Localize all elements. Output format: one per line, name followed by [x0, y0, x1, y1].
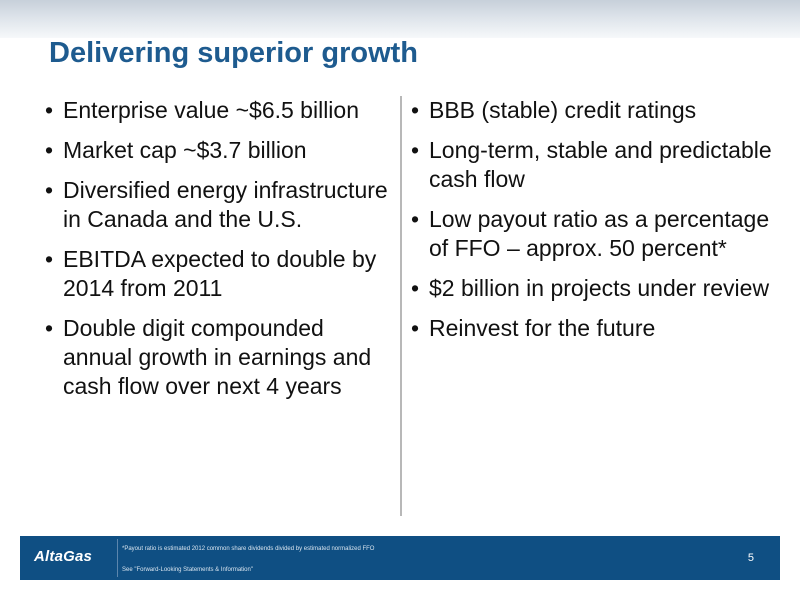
bullet-text: EBITDA expected to double by 2014 from 2… [63, 246, 377, 301]
bullet-item: • Diversified energy infrastructure in Ca… [45, 176, 393, 234]
bullet-text: Low payout ratio as a percentage of FFO … [429, 206, 770, 261]
bullet-item: • Long-term, stable and predictable cash … [411, 136, 781, 194]
bullet-item: • BBB (stable) credit ratings [411, 96, 781, 125]
page-number: 5 [747, 552, 754, 564]
payout-footnote: *Payout ratio is estimated 2012 common s… [122, 546, 375, 552]
bullet-item: • Low payout ratio as a percentage of FFO… [411, 205, 781, 263]
left-bullet-list: • Enterprise value ~$6.5 billion • Market … [45, 96, 393, 412]
right-bullet-list: • BBB (stable) credit ratings • Long-term,… [411, 96, 781, 354]
bullet-dot: • [411, 137, 420, 163]
bullet-item: • Enterprise value ~$6.5 billion [45, 96, 393, 125]
bullet-text: BBB (stable) credit ratings [429, 97, 697, 123]
bullet-text: Long-term, stable and predictable cash f… [429, 137, 772, 192]
footer-bar: AltaGas *Payout ratio is estimated 2012 … [20, 536, 780, 580]
altagas-logo: AltaGas [34, 548, 93, 565]
bullet-item: • $2 billion in projects under review [411, 274, 781, 303]
bullet-item: • Double digit compounded annual growth i… [45, 314, 393, 401]
bullet-dot: • [45, 177, 54, 203]
column-divider [400, 96, 402, 516]
bullet-text: Diversified energy infrastructure in Can… [63, 177, 388, 232]
bullet-text: Reinvest for the future [429, 315, 656, 341]
forward-looking-disclaimer: See "Forward-Looking Statements & Inform… [122, 567, 253, 573]
logo-separator [117, 539, 118, 577]
bullet-text: Double digit compounded annual growth in… [63, 315, 372, 399]
bullet-dot: • [45, 315, 54, 341]
bullet-dot: • [411, 206, 420, 232]
bullet-text: Enterprise value ~$6.5 billion [63, 97, 359, 123]
bullet-item: • Market cap ~$3.7 billion [45, 136, 393, 165]
bullet-text: Market cap ~$3.7 billion [63, 137, 307, 163]
bullet-dot: • [45, 137, 54, 163]
bullet-dot: • [411, 315, 420, 341]
bullet-text: $2 billion in projects under review [429, 275, 770, 301]
slide-title: Delivering superior growth [49, 37, 418, 69]
bullet-dot: • [45, 246, 54, 272]
bullet-dot: • [411, 97, 420, 123]
bullet-item: • Reinvest for the future [411, 314, 781, 343]
bullet-dot: • [45, 97, 54, 123]
bullet-item: • EBITDA expected to double by 2014 from … [45, 245, 393, 303]
header-gradient-band [0, 0, 800, 38]
bullet-dot: • [411, 275, 420, 301]
